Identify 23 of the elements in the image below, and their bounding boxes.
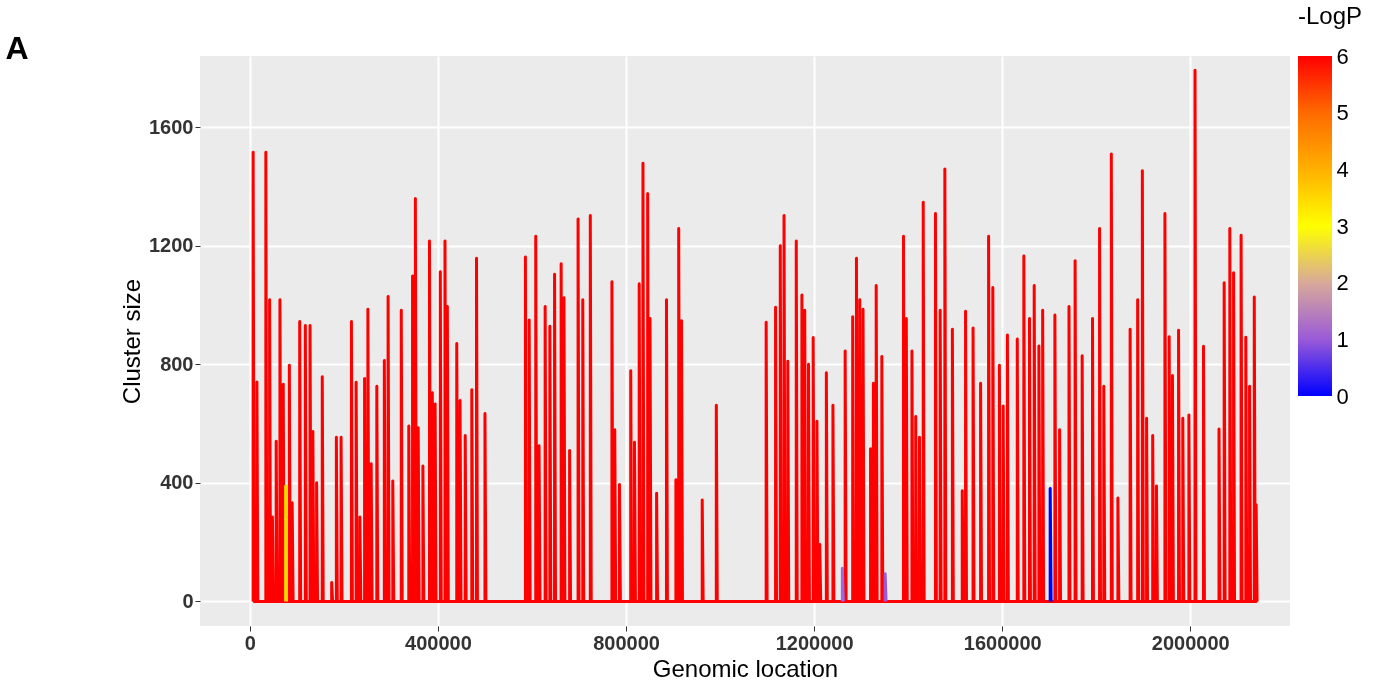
x-tick-label: 800000 xyxy=(593,631,660,654)
color-bar-title: -LogP xyxy=(1298,2,1363,29)
y-tick-label: 1600 xyxy=(149,115,194,138)
x-tick-label: 1600000 xyxy=(963,631,1042,654)
x-axis-title: Genomic location xyxy=(652,654,839,682)
x-tick-label: 400000 xyxy=(405,631,472,654)
color-bar-label: 5 xyxy=(1336,100,1349,126)
color-bar-label: 6 xyxy=(1336,43,1349,69)
color-bar-label: 3 xyxy=(1336,213,1349,239)
color-bar-label: 4 xyxy=(1336,156,1349,182)
x-tick-label: 1200000 xyxy=(775,631,854,654)
y-axis-title: Cluster size xyxy=(118,278,146,405)
y-tick-label: 400 xyxy=(160,471,194,494)
y-tick-label: 0 xyxy=(182,589,194,612)
y-tick-label: 1200 xyxy=(149,234,194,257)
x-tick-label: 0 xyxy=(244,631,256,654)
x-tick-label: 2000000 xyxy=(1151,631,1230,654)
color-bar-label: 2 xyxy=(1336,270,1349,296)
color-bar-label: 1 xyxy=(1336,326,1349,352)
y-tick-label: 800 xyxy=(160,352,194,375)
text: A xyxy=(5,30,29,66)
line-series xyxy=(251,68,1259,603)
color-bar-label: 0 xyxy=(1336,383,1349,409)
